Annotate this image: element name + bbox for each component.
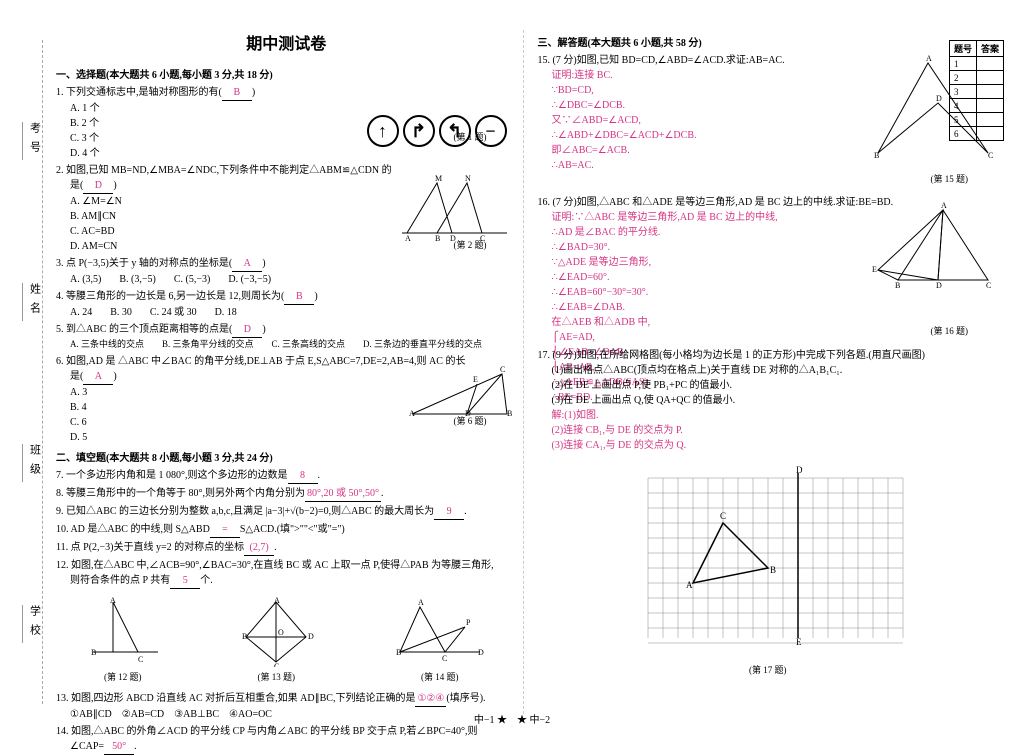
tab-school: 学校	[22, 605, 43, 643]
section-2: 二、填空题(本大题共 8 小题,每小题 3 分,共 24 分)	[56, 449, 517, 464]
fig16: A B C D E	[868, 200, 998, 290]
svg-text:B: B	[396, 648, 401, 657]
right-turn-icon: ↱	[403, 115, 435, 147]
svg-text:A: A	[926, 54, 932, 63]
svg-text:C: C	[720, 511, 726, 521]
svg-text:D: D	[308, 632, 314, 641]
tab-id: 考号	[22, 122, 43, 160]
page-title: 期中测试卷	[56, 30, 517, 54]
svg-text:B: B	[507, 409, 512, 418]
right-column: 三、解答题(本大题共 6 小题,共 58 分) 15. (7 分)如图,已知 B…	[532, 30, 1005, 714]
q4: 4. 等腰三角形的一边长是 6,另一边长是 12,则周长为(B) A. 24B.…	[56, 289, 517, 320]
fold-line	[42, 40, 43, 704]
fig13: A B C D O	[236, 597, 316, 667]
q6: 6. 如图,AD 是 △ABC 中∠BAC 的角平分线,DE⊥AB 于点 E,S…	[56, 354, 517, 445]
fig15: A B C D	[868, 53, 998, 163]
svg-text:D: D	[478, 648, 484, 657]
q9: 9. 已知△ABC 的三边长分别为整数 a,b,c,且满足 |a−3|+√(b−…	[56, 504, 517, 520]
q3: 3. 点 P(−3,5)关于 y 轴的对称点的坐标是(A) A. (3,5)B.…	[56, 256, 517, 287]
svg-text:A: A	[110, 597, 116, 605]
left-column: 期中测试卷 一、选择题(本大题共 6 小题,每小题 3 分,共 18 分) 1.…	[50, 30, 524, 714]
fig17-caption: (第 17 题)	[538, 663, 999, 676]
svg-text:A: A	[274, 597, 280, 605]
section-3: 三、解答题(本大题共 6 小题,共 58 分)	[538, 34, 999, 49]
svg-text:E: E	[473, 375, 478, 384]
svg-text:A: A	[418, 598, 424, 607]
svg-text:N: N	[465, 174, 471, 183]
q10: 10. AD 是△ABC 的中线,则 S△ABD=S△ACD.(填">""<"或…	[56, 522, 517, 538]
page-footer: 中−1 ★ ★ 中−2	[474, 711, 550, 726]
svg-text:C: C	[442, 654, 447, 663]
q14: 14. 如图,△ABC 的外角∠ACD 的平分线 CP 与内角∠ABC 的平分线…	[56, 724, 517, 755]
fig14: A B C D P	[390, 597, 490, 667]
q12: 12. 如图,在△ABC 中,∠ACB=90°,∠BAC=30°,在直线 BC …	[56, 558, 517, 589]
tab-class: 班级	[22, 444, 43, 482]
svg-text:P: P	[466, 618, 471, 627]
svg-text:A: A	[686, 580, 693, 590]
q13: 13. 如图,四边形 ABCD 沿直线 AC 对折后互相重合,如果 AD∥BC,…	[56, 691, 517, 722]
svg-text:A: A	[405, 234, 411, 243]
svg-text:B: B	[435, 234, 440, 243]
q6-figure: ACBDE	[407, 364, 517, 419]
svg-text:C: C	[500, 365, 505, 374]
q5: 5. 到△ABC 的三个顶点距离相等的点是(D) A. 三条中线的交点B. 三条…	[56, 322, 517, 352]
up-arrow-icon: ↑	[367, 115, 399, 147]
section-1: 一、选择题(本大题共 6 小题,每小题 3 分,共 18 分)	[56, 66, 517, 81]
svg-text:C: C	[138, 655, 143, 664]
svg-text:C: C	[986, 281, 991, 290]
q2-figure: MNABDC	[397, 173, 517, 243]
svg-text:B: B	[91, 648, 96, 657]
svg-text:B: B	[874, 151, 879, 160]
svg-text:M: M	[435, 174, 442, 183]
svg-text:C: C	[274, 662, 279, 667]
svg-text:D: D	[936, 94, 942, 103]
svg-text:E: E	[796, 637, 802, 647]
svg-text:B: B	[770, 565, 776, 575]
svg-text:A: A	[409, 409, 415, 418]
q2: 2. 如图,已知 MB=ND,∠MBA=∠NDC,下列条件中不能判定△ABM≌△…	[56, 163, 517, 254]
svg-text:E: E	[872, 265, 877, 274]
q1: 1. 下列交通标志中,是轴对称图形的有(B) ↑ ↱ ↰ − A. 1 个 B.…	[56, 85, 517, 161]
svg-text:O: O	[278, 628, 284, 637]
q8: 8. 等腰三角形中的一个角等于 80°,则另外两个内角分别为80°,20 或 5…	[56, 486, 517, 502]
svg-text:D: D	[936, 281, 942, 290]
fig12: A B C	[83, 597, 163, 667]
tab-name: 姓名	[22, 283, 43, 321]
q16: 16. (7 分)如图,△ABC 和△ADE 是等边三角形,AD 是 BC 边上…	[538, 195, 999, 339]
fig17-grid: D E A C B	[628, 463, 908, 653]
svg-text:D: D	[796, 465, 803, 475]
q7: 7. 一个多边形内角和是 1 080°,则这个多边形的边数是8.	[56, 468, 517, 484]
svg-text:A: A	[941, 201, 947, 210]
figs-12-14: ABC(第 12 题) ABCDO(第 13 题) ABCDP(第 14 题)	[56, 597, 517, 683]
svg-text:C: C	[988, 151, 993, 160]
q17: 17. (9 分)如图,在所给网格图(每小格均为边长是 1 的正方形)中完成下列…	[538, 348, 999, 453]
q11: 11. 点 P(2,−3)关于直线 y=2 的对称点的坐标(2,7).	[56, 540, 517, 556]
svg-text:B: B	[895, 281, 900, 290]
q15: 15. (7 分)如图,已知 BD=CD,∠ABD=∠ACD.求证:AB=AC.…	[538, 53, 999, 187]
svg-text:B: B	[242, 632, 247, 641]
